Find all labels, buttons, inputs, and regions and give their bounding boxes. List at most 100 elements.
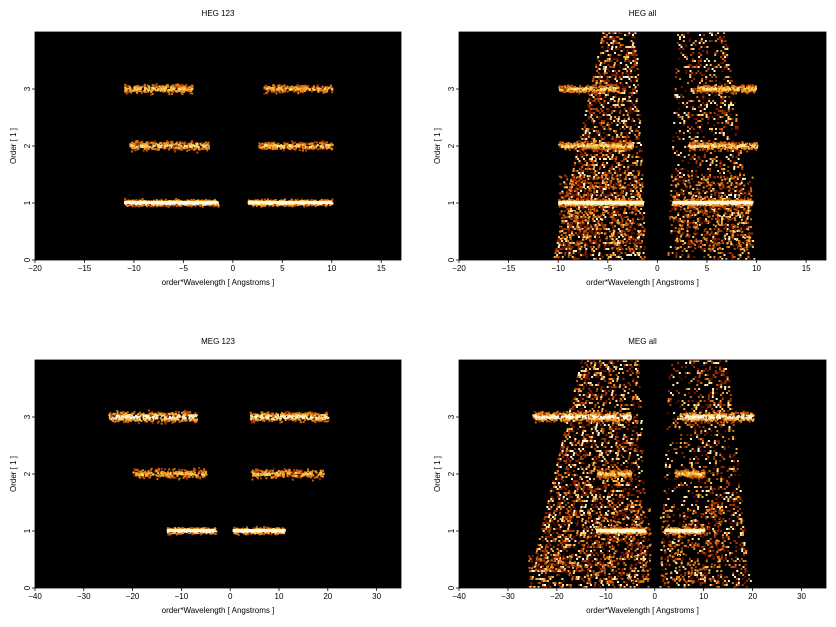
order-stripe-pixel <box>283 84 286 87</box>
order-stripe-pixel <box>136 87 139 90</box>
background-pixel <box>571 230 574 233</box>
background-pixel <box>622 48 625 50</box>
background-pixel <box>630 188 633 190</box>
order-stripe-pixel <box>217 205 220 208</box>
background-pixel <box>579 248 582 250</box>
background-pixel <box>688 40 691 42</box>
background-pixel <box>641 185 644 188</box>
background-pixel <box>697 156 700 158</box>
background-pixel <box>679 256 682 258</box>
order-stripe-pixel <box>132 89 135 92</box>
background-pixel <box>694 192 697 194</box>
background-pixel <box>727 216 730 218</box>
background-pixel <box>607 44 610 46</box>
background-pixel <box>640 150 643 152</box>
order-stripe-pixel <box>190 89 193 92</box>
order-stripe-pixel <box>182 90 185 92</box>
background-pixel <box>571 228 574 230</box>
order-stripe-pixel <box>133 146 136 149</box>
background-pixel <box>574 232 577 234</box>
background-pixel <box>578 162 581 164</box>
background-pixel <box>693 214 696 216</box>
background-pixel <box>740 194 743 196</box>
background-pixel <box>587 130 590 132</box>
background-pixel <box>570 242 573 244</box>
background-pixel <box>599 166 602 168</box>
background-pixel <box>687 82 689 84</box>
background-pixel <box>589 112 591 114</box>
background-pixel <box>720 98 723 100</box>
order-stripe-pixel <box>310 147 313 150</box>
order-stripe-pixel <box>166 205 168 208</box>
order-stripe-pixel <box>163 204 166 207</box>
background-pixel <box>606 34 608 36</box>
background-pixel <box>621 220 624 222</box>
background-pixel <box>572 242 575 244</box>
order-stripe-pixel <box>304 145 307 148</box>
background-pixel <box>591 212 594 214</box>
background-pixel <box>587 218 590 220</box>
background-pixel <box>709 158 712 160</box>
background-pixel <box>682 48 685 50</box>
background-pixel <box>686 234 689 236</box>
background-pixel <box>729 114 732 116</box>
order-stripe-pixel <box>297 92 300 95</box>
background-pixel <box>739 214 742 216</box>
background-pixel <box>605 181 608 184</box>
background-pixel <box>588 106 591 108</box>
background-pixel <box>583 130 586 132</box>
background-pixel <box>607 46 610 48</box>
order-stripe-pixel <box>136 141 139 144</box>
background-pixel <box>720 102 723 104</box>
background-pixel <box>681 118 684 120</box>
background-pixel <box>566 214 569 216</box>
order-stripe-pixel <box>159 142 162 145</box>
background-pixel <box>710 232 713 234</box>
background-pixel <box>595 218 598 220</box>
background-pixel <box>606 76 609 78</box>
background-pixel <box>706 86 709 88</box>
order-stripe-pixel <box>301 145 304 148</box>
background-pixel <box>606 50 609 52</box>
background-pixel <box>617 240 620 242</box>
background-pixel <box>741 252 744 254</box>
order-stripe-pixel <box>248 203 251 206</box>
x-tick-label: −20 <box>28 264 42 273</box>
background-pixel <box>701 74 704 76</box>
background-pixel <box>611 156 614 158</box>
order-stripe-pixel <box>278 91 281 94</box>
background-pixel <box>739 152 742 154</box>
background-pixel <box>703 212 706 214</box>
order-stripe-pixel <box>298 144 301 147</box>
background-pixel <box>681 172 683 174</box>
background-pixel <box>678 132 681 134</box>
background-pixel <box>608 198 611 200</box>
background-pixel <box>682 232 685 234</box>
background-pixel <box>703 74 706 76</box>
background-pixel <box>710 190 713 192</box>
background-pixel <box>687 256 690 258</box>
background-pixel <box>588 236 590 238</box>
background-pixel <box>689 116 692 118</box>
background-pixel <box>566 190 569 193</box>
order-stripe-pixel <box>162 90 165 93</box>
background-pixel <box>692 52 695 54</box>
background-pixel <box>582 214 585 216</box>
background-pixel <box>687 118 690 120</box>
order-stripe-pixel <box>166 144 169 147</box>
background-pixel <box>702 140 705 142</box>
background-pixel <box>619 138 622 140</box>
background-pixel <box>609 166 612 168</box>
background-pixel <box>557 240 560 242</box>
background-pixel <box>637 174 640 176</box>
order-stripe-pixel <box>125 92 128 95</box>
background-pixel <box>637 110 640 112</box>
order-stripe-pixel <box>302 146 305 149</box>
order-stripe-pixel <box>320 141 323 144</box>
background-pixel <box>710 240 713 242</box>
order-stripe-pixel <box>128 88 131 91</box>
background-pixel <box>676 242 678 244</box>
background-pixel <box>689 70 692 72</box>
order-stripe-pixel <box>268 144 271 147</box>
background-pixel <box>623 118 626 120</box>
